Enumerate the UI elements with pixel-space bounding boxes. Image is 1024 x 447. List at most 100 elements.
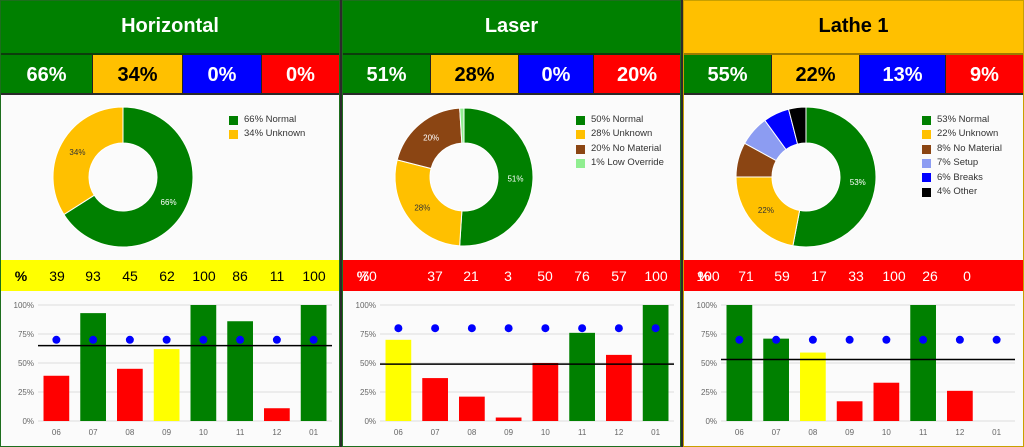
donut-slice — [63, 106, 194, 248]
machine-panel-laser: Laser 51% 28% 0% 20% 51% 28% 20% 50% Norma… — [342, 0, 681, 447]
blue-status-percent: 13% — [860, 55, 946, 93]
stripe-value: 21 — [463, 267, 479, 284]
x-tick-label: 09 — [162, 428, 171, 437]
legend-swatch — [922, 115, 931, 125]
target-point — [431, 324, 440, 333]
machine-panel-lathe-1: Lathe 1 55% 22% 13% 9% 53% 22% 53% Normal… — [683, 0, 1024, 447]
target-point — [394, 324, 403, 333]
status-percent-row: 51% 28% 0% 20% — [343, 55, 680, 95]
y-tick-label: 75% — [701, 330, 717, 339]
donut-slice — [459, 107, 465, 144]
x-tick-label: 10 — [199, 428, 208, 437]
target-point — [504, 324, 513, 333]
x-tick-label: 11 — [578, 428, 587, 437]
normal-percent: 66% — [1, 55, 93, 93]
x-tick-label: 07 — [89, 428, 98, 437]
x-tick-label: 01 — [309, 428, 318, 437]
legend-item: 4% Other — [922, 185, 1002, 199]
target-point — [467, 324, 476, 333]
stripe-value: 93 — [85, 267, 101, 284]
legend-label: 28% Unknown — [591, 128, 653, 140]
bar — [763, 338, 789, 421]
stripe-value: 3 — [504, 267, 512, 284]
donut-legend: 66% Normal 34% Unknown — [229, 113, 305, 142]
bar — [459, 396, 485, 421]
legend-swatch — [229, 115, 238, 125]
bar — [495, 417, 522, 421]
legend-label: 50% Normal — [591, 114, 644, 125]
stripe-value: 100 — [644, 267, 668, 284]
legend-item: 28% Unknown — [576, 127, 664, 141]
stripe-value: 100 — [696, 267, 720, 284]
x-tick-label: 11 — [236, 428, 245, 437]
target-point — [919, 335, 928, 344]
x-tick-label: 09 — [504, 428, 513, 437]
stripe-value: 39 — [49, 267, 65, 284]
target-point — [52, 335, 61, 344]
target-point — [272, 335, 281, 344]
target-point — [199, 335, 208, 344]
stripe-value: 59 — [774, 267, 790, 284]
legend-label: 4% Other — [937, 186, 978, 198]
donut-slice-label: 22% — [758, 206, 774, 215]
stripe-value: 50 — [537, 267, 553, 284]
x-tick-label: 06 — [52, 428, 61, 437]
stripe-value: 17 — [811, 267, 827, 284]
stripe-value: 100 — [192, 267, 216, 284]
target-point — [808, 335, 817, 344]
stripe-value: 62 — [159, 267, 175, 284]
target-point — [89, 335, 98, 344]
blue-status-percent: 0% — [183, 55, 262, 93]
y-tick-label: 50% — [701, 359, 717, 368]
target-point — [125, 335, 134, 344]
donut-slice-label: 28% — [414, 203, 430, 212]
stripe-value: 37 — [427, 267, 443, 284]
x-tick-label: 11 — [919, 428, 928, 437]
legend-swatch — [922, 173, 931, 183]
bar — [642, 305, 669, 421]
legend-swatch — [922, 144, 931, 154]
target-point — [992, 335, 1001, 344]
donut-slice — [787, 106, 807, 145]
status-donut-chart: 51% 28% 20% — [394, 107, 534, 247]
x-tick-label: 12 — [614, 428, 623, 437]
y-tick-label: 0% — [22, 417, 34, 426]
legend-item: 50% Normal — [576, 113, 664, 127]
target-point — [772, 335, 781, 344]
bar — [117, 368, 143, 421]
x-tick-label: 07 — [772, 428, 781, 437]
stripe-value: 11 — [269, 267, 285, 284]
donut-slice-label: 34% — [69, 148, 85, 157]
legend-item: 6% Breaks — [922, 171, 1002, 185]
bar — [873, 382, 900, 421]
stripe-value: 71 — [738, 267, 754, 284]
status-percent-row: 66% 34% 0% 0% — [1, 55, 339, 95]
legend-label: 1% Low Override — [591, 157, 664, 169]
donut-slice-label: 51% — [507, 175, 523, 184]
x-tick-label: 01 — [651, 428, 660, 437]
donut-slice-label: 66% — [161, 198, 177, 207]
donut-slice — [459, 107, 534, 247]
x-tick-label: 06 — [735, 428, 744, 437]
target-point — [845, 335, 854, 344]
stripe-value: 76 — [574, 267, 590, 284]
bar — [836, 401, 863, 421]
x-tick-label: 07 — [431, 428, 440, 437]
monthly-utilization-bar-chart: 0% 25% 50% 75% 100% 06 07 08 09 10 11 12 01 — [356, 301, 674, 437]
red-status-percent: 9% — [946, 55, 1023, 93]
y-tick-label: 25% — [18, 388, 34, 397]
x-tick-label: 09 — [845, 428, 854, 437]
normal-percent: 51% — [343, 55, 431, 93]
unknown-percent: 28% — [431, 55, 519, 93]
stripe-value: 0 — [963, 267, 971, 284]
panel-title: Lathe 1 — [684, 1, 1023, 55]
legend-label: 8% No Material — [937, 142, 1002, 154]
stripe-label: % — [356, 267, 370, 284]
status-percent-row: 55% 22% 13% 9% — [684, 55, 1023, 95]
target-point — [614, 324, 623, 333]
target-point — [309, 335, 318, 344]
target-point — [578, 324, 587, 333]
legend-label: 6% Breaks — [937, 171, 983, 183]
legend-label: 20% No Material — [591, 142, 662, 154]
legend-swatch — [922, 158, 931, 168]
